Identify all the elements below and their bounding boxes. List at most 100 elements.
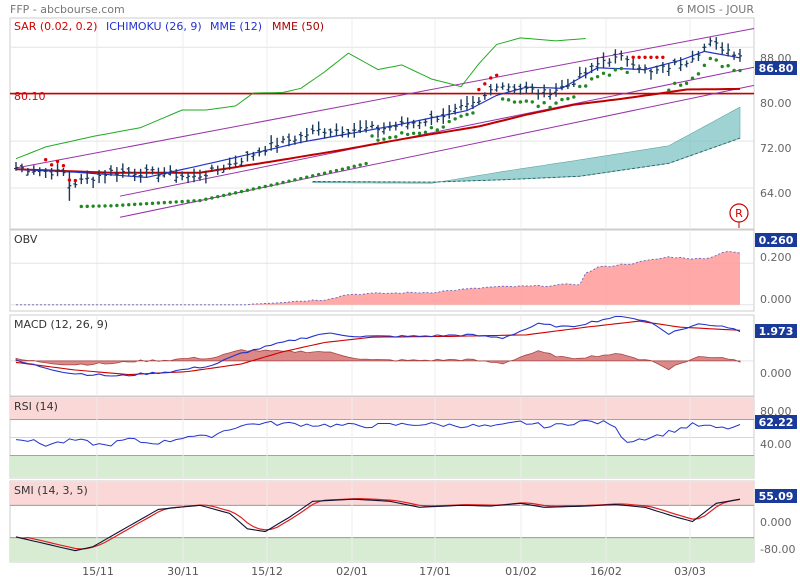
sar-dot <box>216 194 220 199</box>
sar-dot <box>43 157 48 162</box>
rsi-line <box>15 419 741 447</box>
smi-signal-line <box>15 497 741 550</box>
price-value-box: 86.80 <box>755 61 797 75</box>
legend-macd: MACD (12, 26, 9) <box>14 318 108 331</box>
sar-dot <box>542 101 546 105</box>
rsi-value-box: 62.22 <box>755 415 797 429</box>
sar-dot <box>548 105 552 110</box>
senkou-span-b <box>312 137 741 183</box>
sar-dot <box>186 199 190 203</box>
sar-dot <box>204 197 208 201</box>
sar-dot <box>192 199 196 203</box>
obv-area <box>16 251 740 305</box>
sar-dot <box>55 159 60 164</box>
legend-sar: SAR (0.02, 0.2) <box>14 20 97 33</box>
sar-dot <box>607 73 612 77</box>
sar-dot <box>435 128 440 132</box>
sar-dot <box>423 130 428 135</box>
sar-dot <box>554 101 558 105</box>
sar-dot <box>275 182 279 186</box>
sar-dot <box>566 97 570 101</box>
tick-rsi-80: 80.00 <box>760 405 792 418</box>
smi-value-box: 55.09 <box>755 489 797 503</box>
obv-current-value: 0.260 <box>759 234 794 247</box>
sar-dot <box>661 55 665 59</box>
sar-dot <box>346 166 351 170</box>
sar-dot <box>91 204 95 208</box>
sar-dot <box>417 131 422 136</box>
sar-dot <box>465 112 469 117</box>
sar-dot <box>696 72 701 76</box>
sar-dot <box>328 170 333 174</box>
sar-dot <box>198 198 202 203</box>
ref-line-label: 80.10 <box>14 90 46 103</box>
tick-price-64: 64.00 <box>760 187 792 200</box>
sar-dot <box>732 68 736 73</box>
legend-rsi: RSI (14) <box>14 400 58 413</box>
rsi-overbought-band <box>10 398 754 420</box>
sar-dot <box>299 176 303 181</box>
event-marker-letter: R <box>735 207 743 220</box>
macd-line <box>15 315 741 377</box>
sar-dot <box>67 178 72 182</box>
sar-dot <box>667 88 671 92</box>
sar-dot <box>489 76 493 80</box>
sar-dot <box>459 114 463 118</box>
sar-dot <box>269 183 273 187</box>
sar-dot <box>429 125 434 130</box>
x-label-02-01: 02/01 <box>336 565 368 578</box>
sar-dot <box>619 66 624 71</box>
period-label[interactable]: 6 MOIS - JOUR <box>677 3 755 16</box>
sar-dot <box>471 111 475 115</box>
sar-dot <box>245 188 250 192</box>
sar-dot <box>613 68 618 72</box>
x-label-30-11: 30/11 <box>167 565 199 578</box>
tick-rsi-40: 40.00 <box>760 438 792 451</box>
smi-overbought-band <box>10 482 754 506</box>
macd-current-value: 1.973 <box>759 325 794 338</box>
sar-dot <box>364 161 368 166</box>
tick-price-72: 72.00 <box>760 142 792 155</box>
event-marker[interactable]: R <box>729 203 749 228</box>
sar-dot <box>453 117 457 121</box>
tick-smi-0: 0.000 <box>760 516 792 529</box>
tick-macd-0000: 0.000 <box>760 367 792 380</box>
smi-line <box>15 498 741 552</box>
sar-dot <box>625 70 629 75</box>
tick-price-80: 80.00 <box>760 97 792 110</box>
regression-channel-lower <box>119 84 755 218</box>
sar-dot <box>352 164 356 169</box>
sar-dot <box>714 58 718 62</box>
sar-dot <box>643 55 647 59</box>
sar-dot <box>649 55 653 59</box>
sar-dot <box>144 201 149 206</box>
sar-dot <box>227 192 232 196</box>
x-label-17-01: 17/01 <box>419 565 451 578</box>
ichimoku-kijun-line <box>15 37 586 160</box>
sar-dot <box>281 180 285 185</box>
sar-dot <box>738 68 742 73</box>
sar-dot <box>257 186 262 190</box>
sar-dot <box>512 100 517 104</box>
sar-dot <box>79 204 83 209</box>
rsi-current-value: 62.22 <box>759 416 794 429</box>
sar-dot <box>251 187 256 191</box>
sar-dot <box>382 137 386 141</box>
legend-mme50: MME (50) <box>272 20 324 33</box>
legend-obv: OBV <box>14 233 38 246</box>
sar-dot <box>210 196 214 200</box>
macd-histogram <box>15 349 741 371</box>
sar-dot <box>589 77 594 81</box>
x-label-01-02: 01/02 <box>505 565 537 578</box>
macd-value-box: 1.973 <box>755 324 797 338</box>
sar-dot <box>168 200 172 204</box>
sar-dot <box>263 184 267 189</box>
tick-smi-80: -80.00 <box>760 543 795 556</box>
sar-dot <box>673 81 677 85</box>
sar-dot <box>530 100 534 104</box>
sar-dot <box>483 82 487 86</box>
rsi-oversold-band <box>10 455 754 477</box>
sar-dot <box>358 163 362 167</box>
sar-dot <box>174 200 178 204</box>
sar-dot <box>61 163 66 168</box>
